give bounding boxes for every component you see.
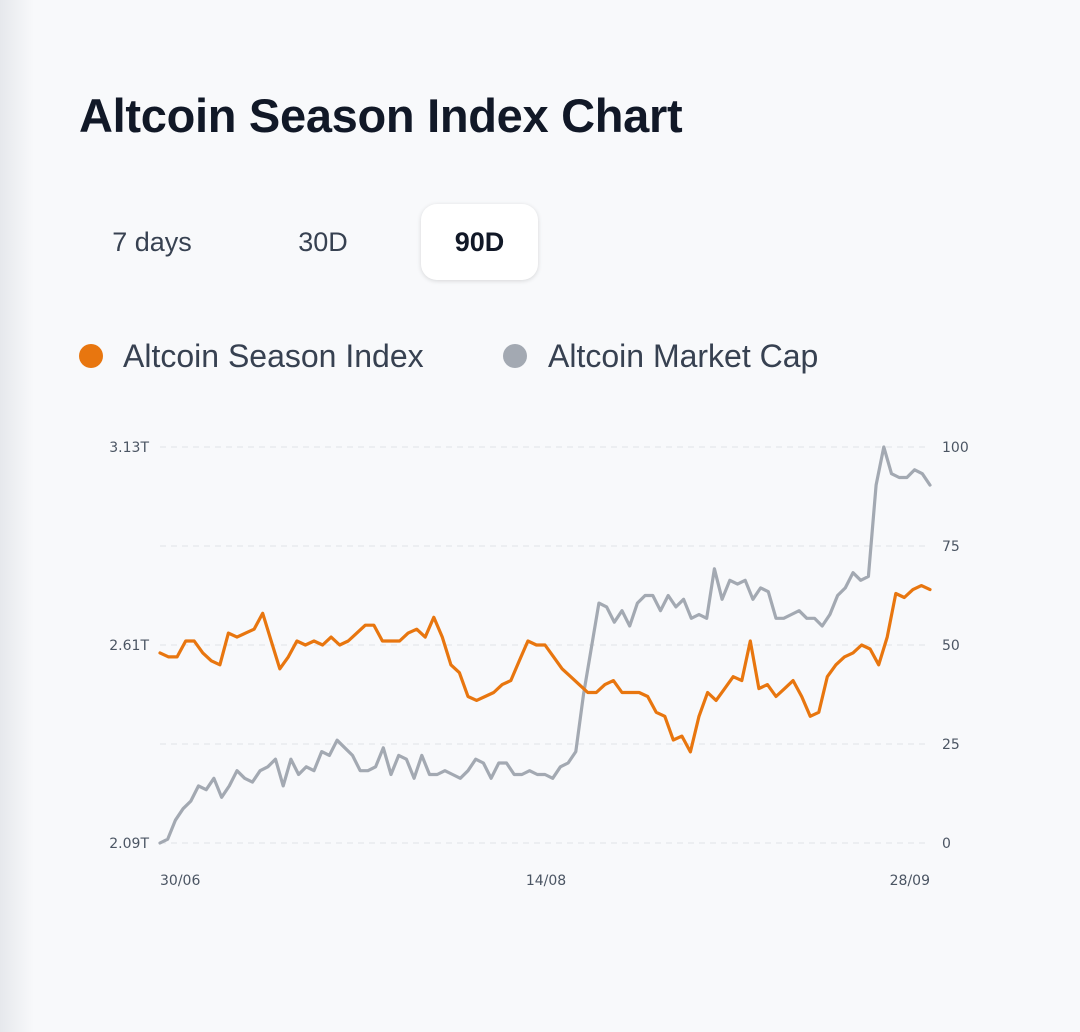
right-tick-label: 50 (942, 638, 960, 654)
right-tick-label: 100 (942, 440, 969, 456)
left-tick-label: 3.13T (109, 440, 149, 456)
x-axis-ticks: 30/06 14/08 28/09 (160, 873, 930, 889)
right-axis-ticks: 100 75 50 25 0 (942, 440, 969, 852)
left-axis-ticks: 3.13T 2.61T 2.09T (109, 440, 149, 852)
series-line-altcoin-market-cap (158, 445, 932, 845)
tab-90d[interactable]: 90D (421, 204, 538, 280)
page-title: Altcoin Season Index Chart (79, 89, 683, 142)
legend-item-altcoin-market-cap[interactable]: Altcoin Market Cap (503, 332, 883, 380)
tab-30d[interactable]: 30D (298, 227, 348, 257)
right-tick-label: 75 (942, 539, 960, 555)
legend-item-altcoin-season-index[interactable]: Altcoin Season Index (79, 332, 479, 380)
chart-series (158, 445, 932, 845)
x-tick-label: 14/08 (526, 873, 566, 889)
left-tick-label: 2.61T (109, 638, 149, 654)
left-edge-shade (0, 0, 34, 1032)
legend-label: Altcoin Season Index (123, 338, 424, 374)
left-tick-label: 2.09T (109, 836, 149, 852)
legend-label: Altcoin Market Cap (548, 338, 819, 374)
x-tick-label: 30/06 (160, 873, 200, 889)
series-line-altcoin-season-index (158, 584, 932, 754)
altcoin-season-chart: 3.13T 2.61T 2.09T 100 75 50 25 0 30/06 14/08 28/… (109, 440, 969, 889)
legend-dot-gray (503, 344, 527, 368)
x-tick-label: 28/09 (890, 873, 930, 889)
tab-7-days[interactable]: 7 days (112, 227, 192, 257)
legend-dot-orange (79, 344, 103, 368)
right-tick-label: 25 (942, 737, 960, 753)
right-tick-label: 0 (942, 836, 951, 852)
